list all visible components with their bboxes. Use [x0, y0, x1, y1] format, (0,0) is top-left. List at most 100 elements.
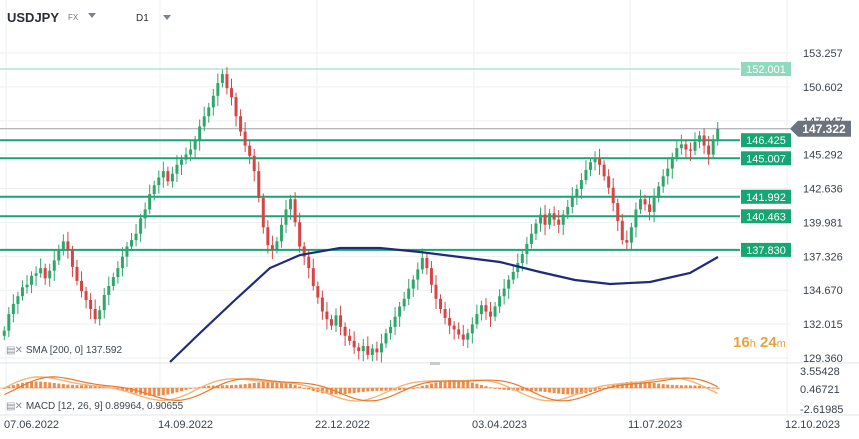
- candle-body: [266, 227, 270, 246]
- macd-histogram-bar: [302, 388, 306, 389]
- macd-histogram-bar: [661, 384, 665, 388]
- candle-body: [80, 280, 84, 292]
- macd-histogram-bar: [116, 388, 120, 389]
- sma-indicator-label[interactable]: ▤✕ SMA [200, 0] 137.592: [6, 345, 122, 356]
- candle-body: [52, 260, 56, 271]
- candle-body: [202, 116, 206, 127]
- macd-histogram-bar: [207, 385, 211, 388]
- panel-resize-handle[interactable]: [430, 362, 440, 365]
- symbol-dropdown-icon[interactable]: [88, 13, 96, 18]
- macd-label-text: MACD [12, 26, 9] 0.89964, 0.90655: [25, 401, 184, 412]
- macd-histogram-bar: [180, 388, 183, 392]
- macd-histogram-bar: [184, 388, 188, 390]
- macd-histogram-bar: [70, 384, 74, 388]
- candle-body: [248, 145, 252, 156]
- candle-body: [75, 266, 79, 281]
- timeframe-dropdown-icon[interactable]: [163, 15, 171, 20]
- candle-body: [257, 171, 261, 198]
- candle-body: [407, 288, 411, 299]
- macd-histogram-bar: [343, 388, 347, 395]
- macd-histogram-bar: [688, 385, 692, 388]
- candle-body: [661, 176, 665, 187]
- candle-body: [493, 306, 497, 317]
- date-tick-label: 07.06.2022: [4, 419, 59, 431]
- candle-body: [152, 185, 156, 195]
- candle-body: [489, 311, 493, 317]
- candle-body: [157, 177, 161, 186]
- macd-histogram-bar: [25, 382, 29, 388]
- macd-histogram-bar: [261, 381, 265, 388]
- macd-histogram-bar: [166, 388, 170, 395]
- macd-indicator-label[interactable]: ▤✕ MACD [12, 26, 9] 0.89964, 0.90655: [6, 401, 183, 412]
- macd-histogram-bar: [543, 388, 547, 392]
- macd-histogram-bar: [16, 383, 20, 388]
- candle-body: [611, 187, 615, 204]
- level-tag-bg: [741, 151, 791, 166]
- macd-histogram-bar: [193, 387, 197, 389]
- candle-body: [161, 171, 165, 178]
- candle-body: [379, 343, 383, 353]
- macd-histogram-bar: [75, 385, 79, 388]
- price-tick-label: 137.326: [803, 251, 843, 263]
- candle-body: [375, 348, 379, 353]
- macd-histogram-bar: [579, 388, 583, 394]
- current-price-tag-bg: [790, 120, 851, 137]
- chart-toolbar: USDJPY FX D1: [0, 0, 300, 34]
- macd-histogram-bar: [229, 385, 233, 388]
- macd-histogram-bar: [452, 380, 456, 388]
- candle-body: [475, 314, 479, 325]
- price-tick-label: 150.602: [803, 82, 843, 94]
- macd-histogram-bar: [52, 383, 56, 388]
- macd-histogram-bar: [570, 388, 574, 395]
- level-tag-text: 140.463: [746, 211, 786, 223]
- current-price-text: 147.322: [802, 122, 846, 136]
- macd-histogram-bar: [161, 388, 165, 396]
- symbol-type: FX: [68, 13, 79, 22]
- indicator-settings-icon[interactable]: ▤✕: [6, 345, 23, 356]
- macd-histogram-bar: [61, 384, 65, 388]
- symbol-name[interactable]: USDJPY: [7, 10, 60, 25]
- candle-body: [389, 326, 393, 334]
- date-tick-label: 11.07.2023: [628, 419, 682, 431]
- macd-histogram-bar: [670, 384, 674, 388]
- macd-histogram-bar: [243, 384, 247, 388]
- candle-body: [329, 319, 333, 326]
- macd-histogram-bar: [411, 388, 415, 389]
- macd-histogram-bar: [289, 383, 293, 388]
- macd-histogram-bar: [711, 387, 715, 389]
- macd-histogram-bar: [684, 385, 688, 388]
- candle-body: [16, 296, 20, 304]
- candle-body: [193, 140, 197, 150]
- macd-histogram-bar: [329, 388, 333, 395]
- countdown-hours-unit: h: [749, 338, 756, 350]
- macd-histogram-bar: [548, 388, 552, 393]
- candle-body: [229, 88, 233, 98]
- candle-body: [30, 275, 34, 285]
- level-tag-text: 137.830: [746, 245, 786, 257]
- level-tag-bg: [741, 189, 791, 204]
- timeframe-label[interactable]: D1: [136, 13, 149, 24]
- macd-histogram-bar: [666, 384, 670, 388]
- candle-body: [20, 287, 24, 297]
- macd-histogram-bar: [348, 388, 352, 394]
- macd-histogram-bar: [557, 388, 561, 394]
- macd-histogram-bar: [125, 388, 129, 392]
- macd-histogram-bar: [34, 381, 38, 388]
- candle-body: [416, 269, 420, 280]
- candle-body: [225, 74, 229, 89]
- candle-body: [466, 333, 470, 340]
- level-tag-bg: [741, 133, 791, 148]
- macd-histogram-bar: [339, 388, 343, 395]
- candle-body: [57, 249, 61, 261]
- candle-body: [252, 155, 256, 172]
- candle-body: [702, 135, 706, 146]
- indicator-settings-icon[interactable]: ▤✕: [6, 401, 23, 412]
- candle-body: [688, 149, 692, 151]
- candle-body: [625, 240, 629, 243]
- price-axis: 153.257150.602147.947145.292142.636139.9…: [803, 48, 843, 365]
- candle-body: [502, 288, 506, 297]
- candle-body: [207, 107, 211, 117]
- candle-body: [561, 214, 565, 225]
- candle-body: [716, 129, 720, 140]
